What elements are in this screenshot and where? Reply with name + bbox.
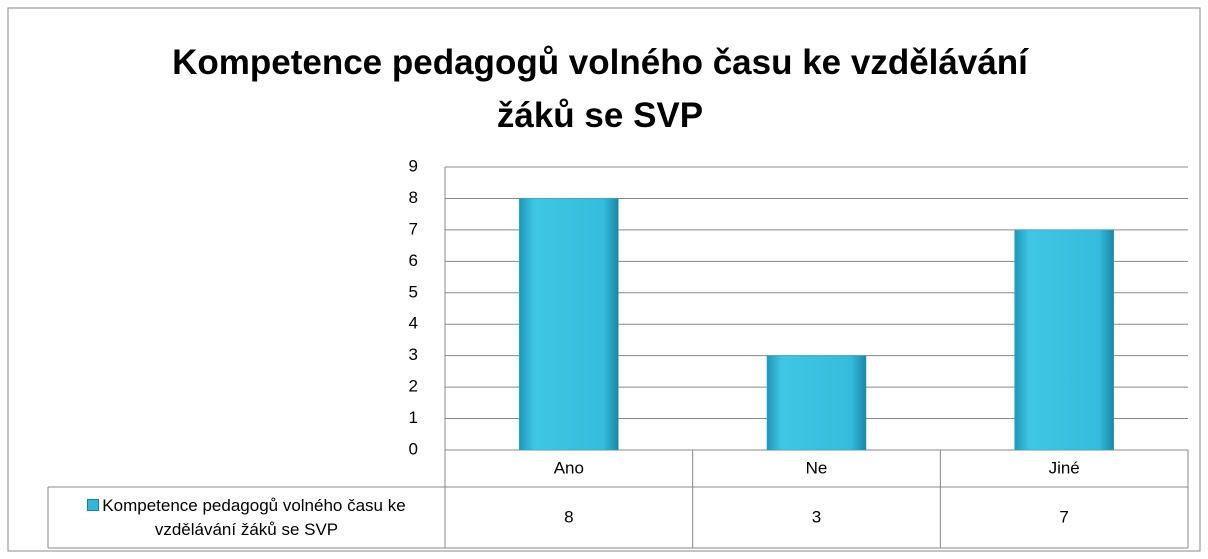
legend-label: Kompetence pedagogů volného času ke vzdě… bbox=[102, 496, 406, 539]
x-tick-label: Ne bbox=[806, 458, 828, 477]
y-tick-label: 6 bbox=[409, 251, 418, 270]
bar bbox=[766, 355, 867, 451]
bar bbox=[519, 198, 619, 451]
y-tick-label: 1 bbox=[409, 408, 418, 427]
y-tick-label: 5 bbox=[409, 282, 418, 301]
y-tick-label: 3 bbox=[409, 345, 418, 364]
y-tick-label: 0 bbox=[409, 439, 418, 458]
legend: Kompetence pedagogů volného času ke vzdě… bbox=[50, 488, 443, 548]
x-tick-label: Ano bbox=[554, 458, 584, 477]
y-tick-label: 7 bbox=[409, 219, 418, 238]
y-tick-label: 8 bbox=[409, 188, 418, 207]
y-tick-label: 9 bbox=[409, 156, 418, 175]
legend-swatch bbox=[87, 499, 100, 511]
y-tick-label: 2 bbox=[409, 377, 418, 396]
bar bbox=[1014, 229, 1114, 451]
table-value: 8 bbox=[564, 507, 573, 526]
table-value: 7 bbox=[1059, 507, 1068, 526]
chart-title: Kompetence pedagogů volného času ke vzdě… bbox=[172, 43, 1028, 135]
table-value: 3 bbox=[812, 507, 821, 526]
x-tick-label: Jiné bbox=[1049, 458, 1080, 477]
y-tick-label: 4 bbox=[409, 314, 418, 333]
